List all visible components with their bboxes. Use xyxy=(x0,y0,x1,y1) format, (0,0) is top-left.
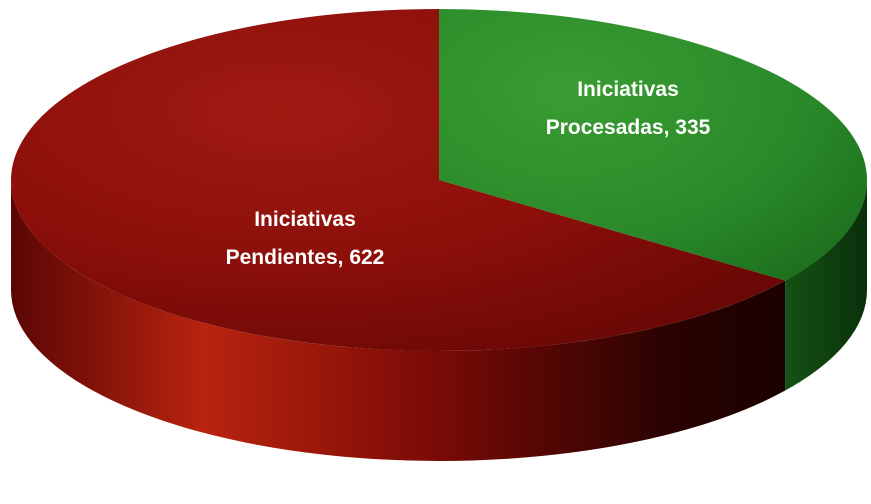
pie-top-layer xyxy=(11,9,868,351)
slice-label-line2: Procesadas, 335 xyxy=(546,116,711,139)
pie-label-layer: Iniciativas Procesadas, 335 Iniciativas Pen… xyxy=(226,78,711,269)
pie-side-layer xyxy=(11,180,867,462)
slice-label-line1: Iniciativas xyxy=(577,78,679,101)
pie-side-procesadas xyxy=(785,180,867,391)
slice-label-line1: Iniciativas xyxy=(254,208,356,231)
slice-label-line2: Pendientes, 622 xyxy=(226,246,385,269)
pie-slice-procesadas xyxy=(439,9,868,281)
pie-side-pendientes xyxy=(11,180,786,462)
pie-slice-pendientes xyxy=(11,9,786,351)
slice-label-pendientes: Iniciativas Pendientes, 622 xyxy=(226,208,385,269)
slice-label-procesadas: Iniciativas Procesadas, 335 xyxy=(546,78,711,139)
